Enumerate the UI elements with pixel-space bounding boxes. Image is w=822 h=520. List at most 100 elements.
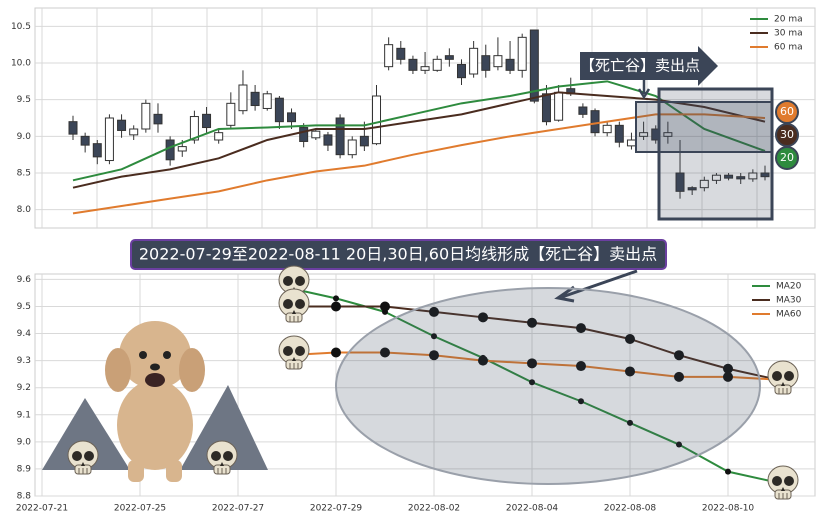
candle-body bbox=[68, 121, 78, 135]
candle-body bbox=[189, 116, 199, 141]
candle-body bbox=[335, 117, 345, 156]
y-tick-label: 8.8 bbox=[17, 492, 32, 502]
candle-body bbox=[104, 117, 114, 162]
candle-body bbox=[250, 91, 260, 107]
y-tick-label: 9.6 bbox=[17, 275, 32, 285]
point bbox=[625, 333, 635, 344]
candle-body bbox=[711, 174, 721, 181]
candle-body bbox=[420, 66, 430, 71]
badge-label: 20 bbox=[780, 151, 794, 164]
legend-label: 20 ma bbox=[774, 15, 803, 25]
point bbox=[627, 419, 633, 426]
point bbox=[478, 312, 488, 323]
x-tick-label: 2022-07-27 bbox=[212, 504, 264, 514]
y-tick-label: 9.0 bbox=[17, 437, 32, 447]
point bbox=[576, 323, 586, 334]
legend-label: MA20 bbox=[776, 282, 802, 292]
candle-body bbox=[456, 63, 466, 79]
point bbox=[625, 366, 635, 377]
legend-label: MA60 bbox=[776, 310, 802, 320]
candle-body bbox=[92, 143, 102, 158]
candle-body bbox=[432, 58, 442, 71]
y-tick-label: 9.5 bbox=[17, 95, 31, 105]
candle-body bbox=[311, 130, 321, 139]
highlight-box bbox=[657, 87, 774, 221]
legend-label: 60 ma bbox=[774, 43, 803, 53]
x-tick-label: 2022-08-04 bbox=[506, 504, 559, 514]
candle-body bbox=[287, 112, 297, 123]
y-tick-label: 9.0 bbox=[17, 132, 32, 142]
point bbox=[380, 347, 390, 358]
legend-label: 30 ma bbox=[774, 29, 803, 39]
candle-body bbox=[444, 55, 454, 60]
y-tick-label: 9.4 bbox=[17, 329, 32, 339]
point bbox=[529, 379, 535, 386]
x-tick-label: 2022-07-25 bbox=[114, 504, 166, 514]
point bbox=[676, 441, 682, 448]
x-tick-label: 2022-08-08 bbox=[604, 504, 657, 514]
candle-body bbox=[481, 55, 491, 71]
candle-body bbox=[165, 139, 175, 161]
badge bbox=[775, 146, 799, 170]
candle-body bbox=[760, 172, 770, 178]
candle-body bbox=[117, 119, 127, 131]
candle-body bbox=[299, 127, 309, 142]
point bbox=[331, 347, 341, 358]
y-tick-label: 9.2 bbox=[17, 383, 31, 393]
y-tick-label: 9.3 bbox=[17, 356, 31, 366]
point bbox=[576, 361, 586, 372]
candle-body bbox=[214, 132, 224, 141]
candle-body bbox=[663, 132, 673, 137]
point bbox=[429, 350, 439, 361]
candle-body bbox=[541, 93, 551, 123]
point bbox=[674, 350, 684, 361]
legend-label: MA30 bbox=[776, 296, 802, 306]
candle-body bbox=[626, 139, 636, 147]
candle-body bbox=[153, 113, 163, 125]
candle-body bbox=[238, 84, 248, 112]
candle-body bbox=[517, 36, 527, 71]
point bbox=[723, 371, 733, 382]
candle-body bbox=[748, 172, 758, 180]
candle-body bbox=[408, 58, 418, 71]
candle-body bbox=[177, 146, 187, 152]
y-tick-label: 8.5 bbox=[17, 169, 31, 179]
candle-body bbox=[396, 47, 406, 60]
point bbox=[380, 301, 390, 312]
candle-body bbox=[699, 179, 709, 189]
y-tick-label: 8.0 bbox=[17, 205, 32, 215]
candle-body bbox=[554, 91, 564, 121]
candle-body bbox=[675, 172, 685, 192]
candle-body bbox=[614, 124, 624, 143]
point bbox=[478, 355, 488, 366]
y-tick-label: 9.5 bbox=[17, 302, 31, 312]
y-tick-label: 8.9 bbox=[17, 464, 32, 474]
point bbox=[331, 301, 341, 312]
point bbox=[578, 398, 584, 405]
candle-body bbox=[602, 124, 612, 134]
x-tick-label: 2022-07-29 bbox=[310, 504, 363, 514]
point bbox=[333, 295, 339, 302]
candle-body bbox=[202, 113, 212, 129]
candle-body bbox=[529, 29, 539, 102]
candle-body bbox=[226, 102, 236, 126]
candle-body bbox=[639, 132, 649, 137]
candle-body bbox=[505, 58, 515, 71]
point bbox=[527, 358, 537, 369]
y-tick-label: 10.5 bbox=[11, 22, 31, 32]
point bbox=[429, 306, 439, 317]
candle-body bbox=[274, 97, 284, 123]
candle-body bbox=[493, 55, 503, 68]
x-tick-label: 2022-07-21 bbox=[16, 504, 68, 514]
annotation-arrow bbox=[580, 46, 718, 86]
candle-body bbox=[80, 135, 90, 146]
point bbox=[725, 468, 731, 475]
candle-body bbox=[578, 106, 588, 115]
down-arrow bbox=[637, 80, 651, 100]
ma-line bbox=[72, 91, 766, 189]
ma-line bbox=[72, 113, 766, 215]
pointer-arrow bbox=[554, 269, 638, 303]
candle-body bbox=[724, 174, 734, 179]
candle-body bbox=[736, 176, 746, 180]
